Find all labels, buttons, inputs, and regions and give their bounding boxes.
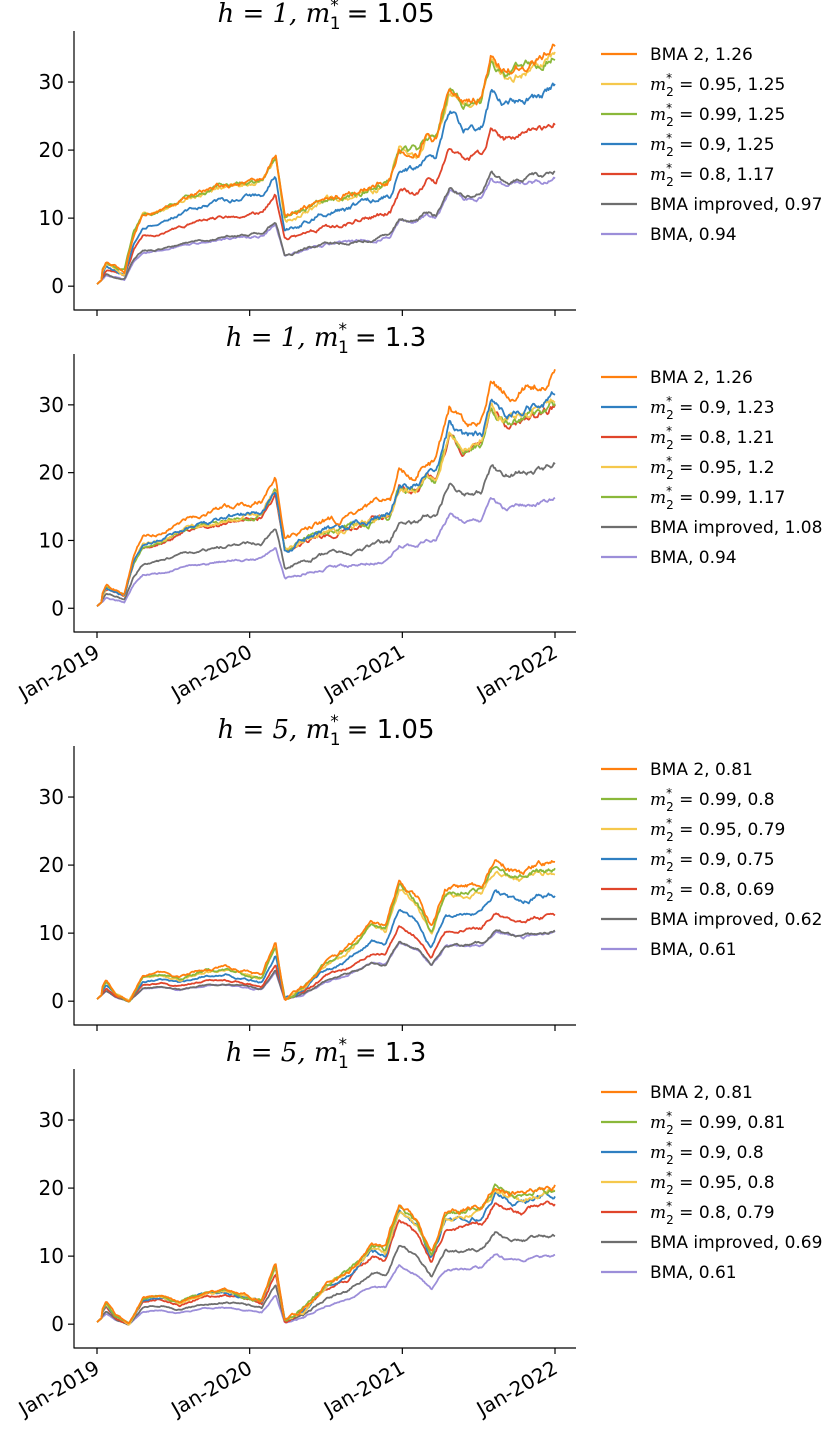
y-tick-label: 20 [39,138,64,162]
series-line [96,1253,556,1325]
x-tick-label: Jan-2019 [13,640,104,706]
legend-label: BMA 2, 1.26 [650,368,753,388]
legend-label: m* 2 = 0.99, 0.8 [650,786,775,814]
y-tick-label: 20 [39,853,64,877]
legend-label: BMA improved, 1.08 [650,518,822,538]
legend-label: m* 2 = 0.95, 0.8 [650,1169,775,1197]
chart-panel-4: h = 5, m* 1 = 1.3 0 10 20 30 Jan-2019 Jan-2020 Ja… [13,1035,823,1422]
legend-label: m* 2 = 0.95, 1.25 [650,71,785,99]
legend-label: BMA, 0.61 [650,940,737,960]
y-tick-label: 10 [39,921,64,945]
series-line [96,912,556,1002]
legend-label: m* 2 = 0.9, 1.25 [650,131,775,159]
chart-title: h = 1, m* 1 = 1.3 [226,320,427,358]
y-tick-label: 30 [39,70,64,94]
series-line [96,1184,556,1325]
series-line [96,1183,556,1324]
chart-title: h = 1, m* 1 = 1.05 [217,0,434,34]
legend-label: BMA, 0.94 [650,548,737,568]
series-line [96,43,556,285]
series-line [96,929,556,1003]
series-line [96,496,556,607]
series-line [96,369,556,607]
series-line [96,462,556,607]
legend-label: BMA, 0.61 [650,1263,737,1283]
series-line [96,391,556,607]
legend-label: m* 2 = 0.99, 1.17 [650,484,785,512]
series-line [96,1191,556,1326]
legend-label: BMA 2, 0.81 [650,760,753,780]
series-line [96,122,556,285]
legend-label: m* 2 = 0.9, 1.23 [650,394,775,422]
y-tick-label: 0 [51,274,64,298]
series-line [96,859,556,1003]
legend-label: BMA improved, 0.62 [650,910,822,930]
x-tick-label: Jan-2021 [318,1356,409,1422]
y-tick-label: 10 [39,206,64,230]
chart-title: h = 5, m* 1 = 1.3 [226,1035,427,1073]
legend-label: m* 2 = 0.8, 0.69 [650,876,775,904]
series-line [96,889,556,1002]
series-line [96,1200,556,1326]
y-tick-label: 20 [39,461,64,485]
y-tick-label: 30 [39,1108,64,1132]
legend-label: m* 2 = 0.99, 1.25 [650,101,785,129]
legend-label: BMA 2, 0.81 [650,1083,753,1103]
legend-label: m* 2 = 0.95, 1.2 [650,454,775,482]
y-tick-label: 20 [39,1176,64,1200]
legend-label: m* 2 = 0.9, 0.8 [650,1139,764,1167]
y-tick-label: 0 [51,596,64,620]
series-line [96,176,556,285]
y-tick-label: 0 [51,1312,64,1336]
x-tick-label: Jan-2022 [471,1356,562,1422]
series-line [96,82,556,285]
legend-label: m* 2 = 0.8, 0.79 [650,1199,775,1227]
legend-label: m* 2 = 0.9, 0.75 [650,846,775,874]
chart-panel-2: h = 1, m* 1 = 1.3 0 10 20 30 Jan-2019 Jan-2020 Ja… [13,320,823,706]
series-line [96,869,556,1002]
y-tick-label: 30 [39,785,64,809]
series-line [96,1231,556,1326]
legend-label: m* 2 = 0.8, 1.21 [650,424,775,452]
x-tick-label: Jan-2020 [165,1356,256,1422]
legend-label: BMA improved, 0.97 [650,195,822,215]
series-line [96,170,556,285]
legend-label: m* 2 = 0.95, 0.79 [650,816,785,844]
legend-label: m* 2 = 0.99, 0.81 [650,1109,785,1137]
y-tick-label: 30 [39,393,64,417]
y-tick-label: 10 [39,528,64,552]
y-tick-label: 0 [51,989,64,1013]
chart-title: h = 5, m* 1 = 1.05 [217,712,434,750]
legend-label: BMA improved, 0.69 [650,1233,822,1253]
legend-label: BMA 2, 1.26 [650,45,753,65]
series-line [96,399,556,607]
x-tick-label: Jan-2021 [318,640,409,706]
chart-panel-3: h = 5, m* 1 = 1.05 0 10 20 30 BMA 2, 0.81 m* 2 = … [39,712,822,1031]
x-tick-label: Jan-2019 [13,1356,104,1422]
legend-label: m* 2 = 0.8, 1.17 [650,161,775,189]
legend-label: BMA, 0.94 [650,225,737,245]
series-line [96,404,556,607]
y-tick-label: 10 [39,1244,64,1268]
x-tick-label: Jan-2022 [471,640,562,706]
x-tick-label: Jan-2020 [165,640,256,706]
chart-panel-1: h = 1, m* 1 = 1.05 0 10 20 30 BMA 2, 1.26 m* 2 = … [39,0,822,316]
